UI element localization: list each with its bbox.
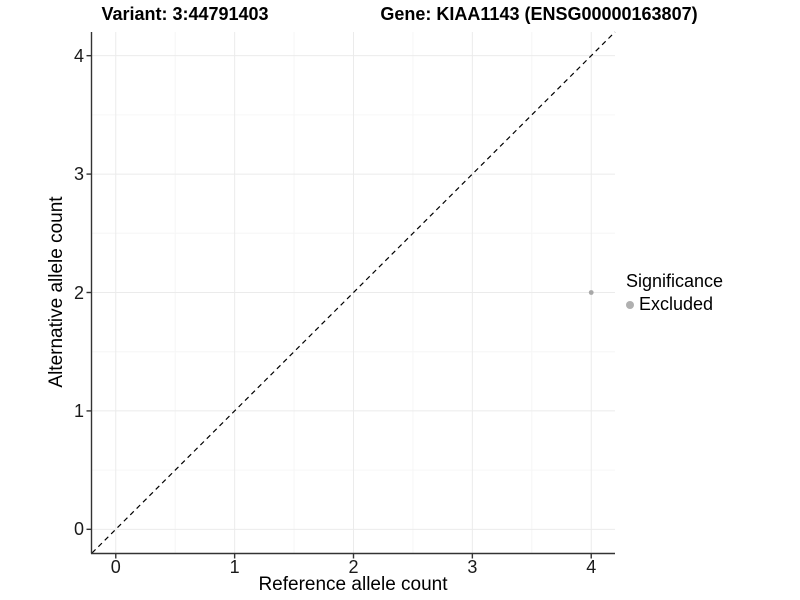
gene-title: Gene: KIAA1143 (ENSG00000163807) xyxy=(380,4,698,24)
variant-title: Variant: 3:44791403 xyxy=(101,4,269,24)
y-tick-label: 1 xyxy=(73,400,84,421)
y-tick-label: 0 xyxy=(73,519,84,540)
x-axis-title: Reference allele count xyxy=(258,574,448,595)
x-tick-label: 1 xyxy=(229,557,240,577)
identity-line xyxy=(91,31,616,554)
x-tick-label: 2 xyxy=(348,557,359,577)
y-tick-label: 2 xyxy=(73,282,84,303)
x-tick-label: 0 xyxy=(110,557,121,577)
y-axis-title: Alternative allele count xyxy=(46,196,67,388)
legend-item-excluded: Excluded xyxy=(626,294,723,315)
y-tick-label: 4 xyxy=(73,45,84,66)
x-tick-label: 3 xyxy=(467,557,478,577)
data-point-excluded xyxy=(588,290,594,295)
legend-item-label: Excluded xyxy=(639,294,714,314)
y-tick-label: 3 xyxy=(73,164,84,185)
legend-title: Significance xyxy=(626,271,724,291)
legend: Significance Excluded xyxy=(626,271,723,315)
x-tick-label: 4 xyxy=(586,557,597,577)
excluded-point-icon xyxy=(626,300,634,309)
